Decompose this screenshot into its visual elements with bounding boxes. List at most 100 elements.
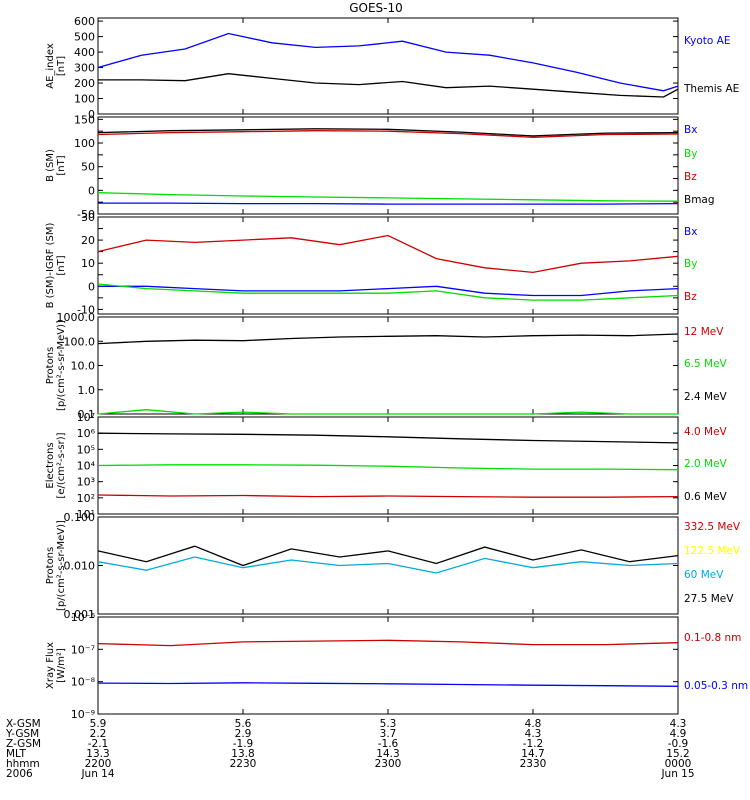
x-tick-value: Jun 14 — [80, 768, 114, 780]
x-tick-value: 2230 — [230, 758, 257, 770]
legend-label: 2.0 MeV — [684, 458, 728, 470]
x-tick-value: -0.9 — [668, 738, 689, 750]
panel-2: -50 0 50 100 150 B (SM)[nT] Bx By Bz Bmag — [45, 113, 715, 221]
x-row-label: X-GSM — [6, 718, 41, 730]
legend-label: 60 MeV — [684, 569, 724, 581]
y-tick-label: -50 — [77, 208, 95, 221]
y-tick-label: 400 — [74, 46, 95, 59]
series-line-kyoto-ae — [97, 32, 679, 92]
y-tick-label: 10¹ — [77, 508, 95, 521]
y-axis-label: Electrons[e/(cm²-s-sr)] — [45, 432, 67, 498]
y-tick-label: 0.001 — [64, 608, 96, 621]
panel-frame — [97, 17, 679, 115]
x-tick-value: -1.2 — [523, 738, 544, 750]
x-tick-value: 13.8 — [231, 748, 254, 760]
y-tick-label: 10⁴ — [77, 460, 96, 473]
y-tick-label: 10⁷ — [77, 411, 95, 424]
x-tick-value: 15.2 — [666, 748, 689, 760]
legend-label: Bz — [684, 171, 697, 183]
y-tick-label: 100.0 — [64, 335, 96, 348]
y-tick-label: 0.1 — [78, 408, 96, 421]
legend-label: 0.1-0.8 nm — [684, 632, 741, 644]
x-tick-value: Jun 15 — [660, 768, 694, 780]
x-tick-value: 4.3 — [670, 718, 687, 730]
legend-label: Themis AE — [683, 83, 739, 95]
y-tick-label: 10⁻⁶ — [71, 611, 96, 624]
panel-frame — [97, 616, 679, 715]
y-tick-label: 10⁻⁸ — [71, 676, 96, 689]
x-tick-value: -1.6 — [378, 738, 399, 750]
y-axis-label-line: [nT] — [56, 56, 67, 76]
series-line-2-4-mev — [97, 333, 679, 345]
x-tick-value: -2.1 — [88, 738, 109, 750]
y-tick-label: 0.100 — [64, 511, 96, 524]
panel-3: -10 0 10 20 30 B (SM)-IGRF (SM)[nT] Bx By Bz — [45, 211, 697, 316]
y-tick-label: 10² — [77, 492, 95, 505]
legend-label: 122.5 MeV — [684, 545, 741, 557]
series-line-by — [97, 192, 679, 202]
y-tick-label: 100 — [74, 137, 95, 150]
x-tick-value: 0000 — [665, 758, 692, 770]
y-tick-label: 10 — [81, 257, 95, 270]
y-axis-label-line: B (SM)-IGRF (SM) — [45, 223, 56, 309]
x-tick-value: 5.6 — [235, 718, 252, 730]
legend-label: By — [684, 258, 697, 270]
series-line-by — [97, 283, 679, 301]
y-axis-label-line: [p/(cm²-s-sr-MeV)] — [56, 520, 67, 611]
y-tick-label: 10⁻⁹ — [71, 708, 95, 721]
series-line-6-5-mev — [97, 409, 678, 415]
x-row-label: Y-GSM — [5, 728, 39, 740]
y-tick-label: 20 — [81, 234, 95, 247]
x-tick-value: 14.7 — [521, 748, 544, 760]
x-tick-value: 3.7 — [380, 728, 397, 740]
x-tick-value: -1.9 — [233, 738, 254, 750]
y-tick-label: 1000.0 — [57, 311, 96, 324]
x-tick-value: 2300 — [375, 758, 402, 770]
legend-label: 27.5 MeV — [684, 593, 734, 605]
y-axis-label: B (SM)-IGRF (SM)[nT] — [45, 223, 67, 309]
panel-5: 10¹ 10² 10³ 10⁴ 10⁵ 10⁶ 10⁷ Electrons[e/(cm²-s-… — [45, 411, 728, 521]
y-tick-label: 10⁻⁷ — [71, 643, 95, 656]
y-axis-label-line: [nT] — [56, 155, 67, 175]
figure-title: GOES-10 — [349, 1, 403, 15]
series-line-27-5-mev — [97, 545, 679, 567]
y-tick-label: 150 — [74, 113, 95, 126]
series-line-themis-ae — [98, 73, 679, 98]
y-tick-label: 10⁵ — [77, 443, 95, 456]
y-axis-label: AE_index[nT] — [45, 43, 67, 89]
panel-frame — [97, 316, 679, 415]
y-axis-label-line: Protons — [45, 347, 56, 384]
x-tick-value: 5.9 — [90, 718, 107, 730]
y-axis-label-line: B (SM) — [45, 149, 56, 182]
y-axis-label-line: Protons — [45, 547, 56, 584]
x-tick-value: 2330 — [520, 758, 547, 770]
y-tick-label: 30 — [81, 211, 95, 224]
panel-frame — [97, 416, 679, 515]
y-axis-label-line: Xray Flux — [45, 642, 56, 689]
y-axis-label: B (SM)[nT] — [45, 149, 67, 182]
series-line-60-mev — [97, 556, 679, 574]
x-row-label: MLT — [6, 748, 26, 760]
x-row-label: hhmm — [6, 758, 40, 770]
x-row-label: Z-GSM — [6, 738, 41, 750]
y-axis-label-line: AE_index — [45, 43, 56, 89]
panel-7: 10⁻⁹ 10⁻⁸ 10⁻⁷ 10⁻⁶ Xray Flux[W/m²] 0.1-0.8 n… — [45, 611, 748, 721]
panel-frame — [97, 516, 679, 615]
legend-label: 0.05-0.3 nm — [684, 680, 748, 692]
legend-label: 4.0 MeV — [684, 426, 728, 438]
x-tick-value: 5.3 — [380, 718, 397, 730]
y-axis-label-line: [e/(cm²-s-sr)] — [56, 432, 67, 498]
series-line-bx — [98, 202, 679, 205]
y-tick-label: 50 — [81, 161, 95, 174]
legend-label: 2.4 MeV — [684, 391, 728, 403]
y-tick-label: 300 — [74, 62, 95, 75]
series-line-4-0-mev — [97, 494, 679, 498]
legend-label: Bz — [684, 291, 697, 303]
x-tick-value: 13.3 — [86, 748, 109, 760]
y-tick-label: 10⁶ — [77, 427, 96, 440]
x-tick-value: 2200 — [85, 758, 112, 770]
panel-4: 0.11.010.0100.01000.0Protons[p/(cm²-s-sr… — [45, 311, 728, 421]
x-tick-value: 4.3 — [525, 728, 542, 740]
